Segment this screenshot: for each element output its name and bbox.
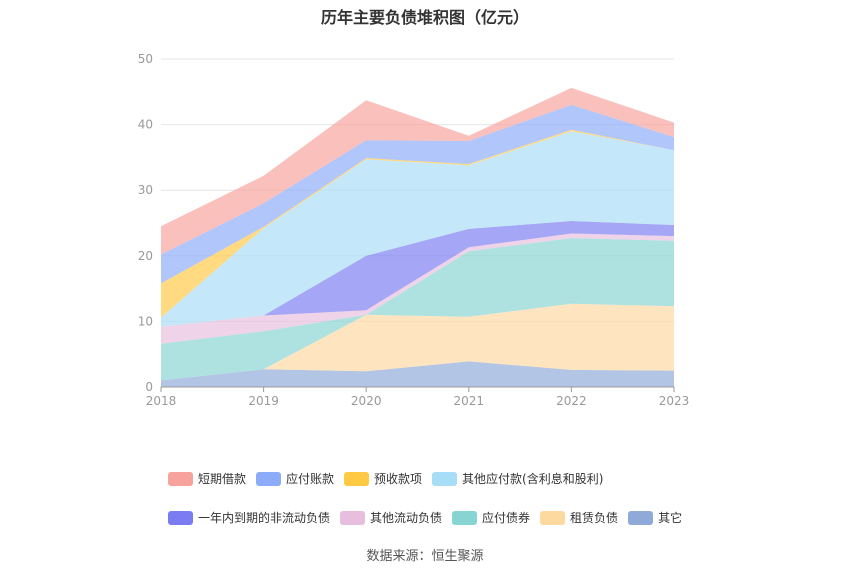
legend-swatch xyxy=(340,510,366,525)
x-tick-label: 2021 xyxy=(454,394,485,408)
x-tick-label: 2020 xyxy=(351,394,382,408)
data-source: 数据来源：恒生聚源 xyxy=(366,549,484,564)
area-series-0[interactable] xyxy=(161,361,674,387)
legend-item[interactable]: 租赁负债 xyxy=(540,509,618,526)
x-tick-label: 2019 xyxy=(248,394,279,408)
legend-label: 租赁负债 xyxy=(570,511,619,525)
axes: 0 10 20 30 40 50 2018 2019 2020 2021 2022 2023 xyxy=(138,52,690,408)
y-tick-label: 50 xyxy=(138,52,153,66)
legend-swatch xyxy=(256,471,282,486)
area-series-3[interactable] xyxy=(161,233,674,344)
legend-item[interactable]: 应付账款 xyxy=(256,470,334,487)
legend-label: 其它 xyxy=(658,511,683,525)
stacked-areas xyxy=(161,87,674,387)
y-tick-label: 40 xyxy=(138,118,153,132)
area-series-5[interactable] xyxy=(161,131,674,327)
legend-item[interactable]: 应付债券 xyxy=(452,509,530,526)
y-tick-label: 0 xyxy=(145,380,153,394)
legend-item[interactable]: 其他流动负债 xyxy=(340,509,442,526)
legend-label: 应付账款 xyxy=(286,472,335,486)
x-tick-label: 2022 xyxy=(556,394,587,408)
legend-swatch xyxy=(452,510,478,525)
legend-item[interactable]: 短期借款 xyxy=(168,470,246,487)
legend: 短期借款 应付账款 预收款项 其他应付款(含利息和股利) 一年内到期的非流动负债 其他流动… xyxy=(168,470,728,526)
legend-label: 一年内到期的非流动负债 xyxy=(198,511,331,525)
y-tick-label: 30 xyxy=(138,183,153,197)
legend-label: 应付债券 xyxy=(482,511,531,525)
x-tick-label: 2023 xyxy=(659,394,690,408)
legend-swatch xyxy=(432,471,458,486)
chart-title: 历年主要负债堆积图（亿元） xyxy=(320,8,529,27)
legend-swatch xyxy=(344,471,370,486)
legend-swatch xyxy=(168,471,193,486)
y-tick-label: 10 xyxy=(138,314,153,328)
y-tick-label: 20 xyxy=(138,249,153,263)
legend-label: 短期借款 xyxy=(198,472,247,486)
legend-item[interactable]: 其他应付款(含利息和股利) xyxy=(432,470,603,487)
legend-swatch xyxy=(540,510,566,525)
area-series-7[interactable] xyxy=(161,104,674,284)
area-series-2[interactable] xyxy=(161,238,674,381)
legend-item[interactable]: 预收款项 xyxy=(344,470,422,487)
area-series-8[interactable] xyxy=(161,87,674,255)
area-series-4[interactable] xyxy=(161,221,674,327)
legend-swatch xyxy=(168,510,193,525)
legend-label: 其他应付款(含利息和股利) xyxy=(462,472,604,486)
legend-label: 预收款项 xyxy=(374,472,423,486)
legend-item[interactable]: 其它 xyxy=(628,509,682,526)
x-tick-label: 2018 xyxy=(146,394,177,408)
legend-swatch xyxy=(628,510,654,525)
legend-label: 其他流动负债 xyxy=(370,511,443,525)
area-series-1[interactable] xyxy=(161,303,674,381)
legend-item[interactable]: 一年内到期的非流动负债 xyxy=(168,509,330,526)
